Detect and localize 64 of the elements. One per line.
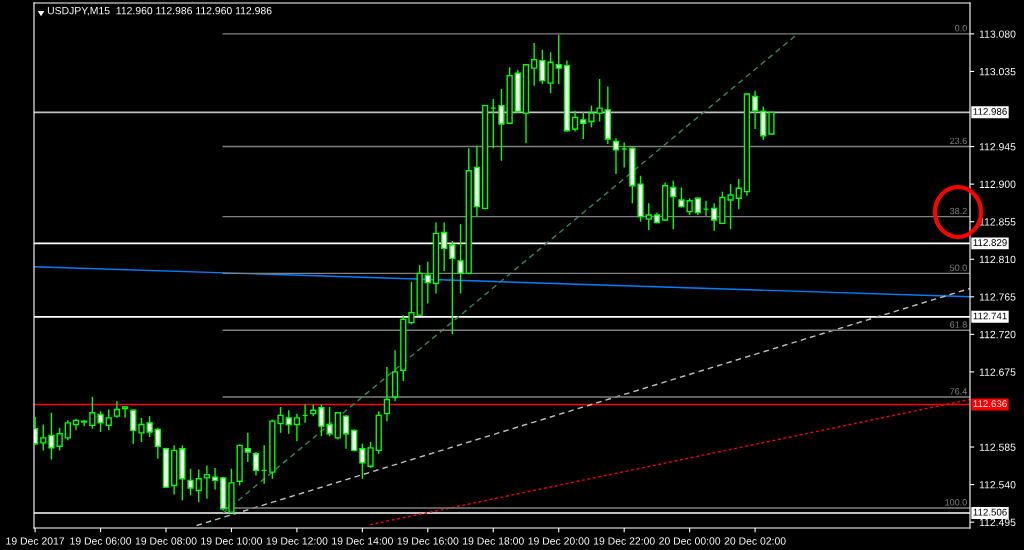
y-tick-label: 112.585 (979, 443, 1016, 451)
candlestick (571, 109, 579, 133)
candlestick (130, 408, 137, 445)
series-label: 50.0 (950, 264, 967, 271)
ref-line-label: 112.829 (973, 239, 1007, 246)
series-label: 23.6 (950, 137, 967, 145)
y-tick-label: 112.495 (979, 518, 1016, 527)
candlestick (293, 412, 301, 442)
candlestick (645, 202, 652, 231)
candlestick (768, 111, 775, 135)
candlestick (342, 414, 350, 450)
y-tick-label: 112.765 (979, 293, 1016, 301)
candlestick (612, 137, 620, 175)
candlestick (555, 34, 562, 85)
candlestick (751, 89, 759, 130)
candlestick (154, 427, 161, 460)
series-label: 0.0 (955, 25, 967, 32)
candlestick (40, 423, 47, 452)
x-tick-label: 19 Dec 20:00 (528, 537, 590, 545)
x-tick-label: 20 Dec 00:00 (659, 537, 721, 545)
x-tick-label: 19 Dec 06:00 (70, 537, 132, 545)
ref-line-label: 112.636 (973, 400, 1007, 408)
series-label: 38.2 (950, 207, 967, 215)
y-tick-label: 112.810 (979, 255, 1016, 264)
chart-title: USDJPY,M15 112.960 112.986 112.960 112.986 (47, 6, 272, 16)
ref-line-label: 112.741 (973, 312, 1007, 320)
candlestick (285, 409, 292, 435)
x-tick-label: 20 Dec 02:00 (724, 537, 786, 545)
candlestick (711, 202, 718, 232)
x-tick-label: 19 Dec 2017 (6, 537, 65, 545)
candlestick (531, 42, 538, 87)
candlestick (187, 468, 194, 497)
y-tick-label: 112.900 (979, 180, 1016, 188)
x-tick-label: 19 Dec 18:00 (463, 537, 524, 545)
series-label: 76.4 (950, 388, 967, 395)
series-label: 100.0 (945, 499, 967, 506)
x-tick-label: 19 Dec 10:00 (201, 537, 263, 545)
candlestick (670, 180, 677, 230)
y-tick-label: 112.720 (979, 330, 1016, 339)
candlestick (211, 467, 219, 491)
candlestick (64, 419, 71, 442)
candlestick (244, 432, 251, 463)
candlestick (105, 408, 112, 432)
ref-line-label: 112.986 (973, 108, 1007, 115)
y-tick-label: 112.675 (979, 368, 1016, 376)
x-tick-label: 19 Dec 08:00 (135, 537, 197, 545)
candlestick (195, 468, 202, 503)
ref-line-label: 112.506 (973, 508, 1007, 516)
candlestick (580, 111, 587, 140)
x-tick-label: 19 Dec 14:00 (332, 537, 393, 545)
series-label: 61.8 (950, 321, 967, 328)
candlestick (424, 261, 431, 305)
x-tick-label: 19 Dec 12:00 (266, 537, 328, 545)
y-tick-label: 113.035 (979, 67, 1016, 76)
candlestick (383, 366, 391, 422)
x-tick-label: 19 Dec 22:00 (594, 537, 655, 545)
y-tick-label: 112.945 (979, 143, 1016, 151)
y-tick-label: 113.080 (979, 30, 1016, 38)
candlestick (121, 405, 129, 419)
x-tick-label: 19 Dec 16:00 (397, 537, 459, 545)
y-tick-label: 112.540 (979, 481, 1016, 489)
candlestick (203, 464, 211, 500)
candlestick (252, 451, 260, 477)
candlestick (735, 178, 742, 210)
